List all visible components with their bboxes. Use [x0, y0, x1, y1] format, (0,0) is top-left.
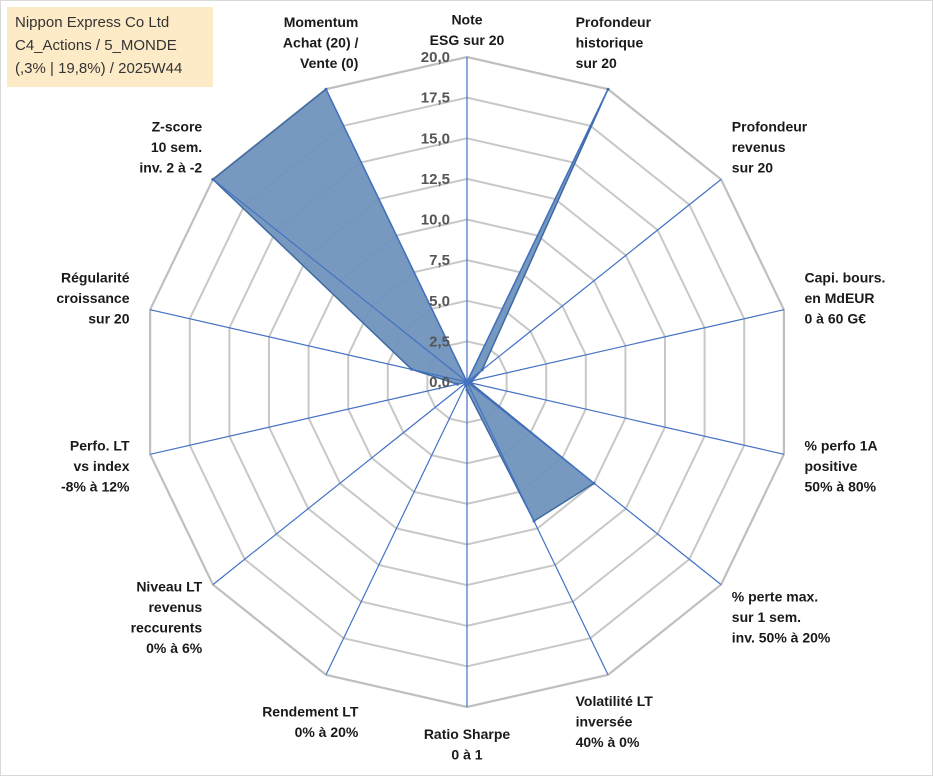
category-label: Niveau LT revenus reccurents 0% à 6%: [131, 578, 203, 656]
tick-label: 15,0: [421, 130, 450, 147]
axis-spoke: [325, 381, 468, 676]
category-label-line: % perte max.: [732, 589, 818, 605]
category-label: Note ESG sur 20: [430, 12, 505, 49]
category-label-line: 0 à 60 G€: [805, 311, 867, 327]
category-label-line: Niveau LT: [136, 578, 202, 594]
radar-category-labels: Note ESG sur 20 Profondeur historique sur 20…: [56, 12, 885, 763]
category-label-line: Vente (0): [300, 55, 358, 71]
tick-label: 17,5: [421, 90, 450, 107]
category-label-line: sur 20: [576, 55, 617, 71]
category-label-line: sur 1 sem.: [732, 609, 801, 625]
category-label-line: inv. 50% à 20%: [732, 630, 831, 646]
category-label-line: inv. 2 à -2: [139, 159, 202, 175]
tick-label: 20,0: [421, 49, 450, 66]
axis-spoke: [149, 381, 468, 455]
category-label: % perte max. sur 1 sem. inv. 50% à 20%: [732, 589, 831, 646]
category-label-line: Régularité: [61, 270, 130, 286]
axis-spoke: [466, 88, 609, 383]
category-label-line: positive: [805, 458, 858, 474]
category-label-line: Perfo. LT: [70, 437, 130, 453]
category-label-line: vs index: [73, 458, 129, 474]
category-label-line: Note: [451, 12, 482, 28]
category-label-line: Z-score: [152, 118, 203, 134]
category-label-line: Profondeur: [732, 118, 808, 134]
axis-spoke: [466, 381, 785, 455]
category-label-line: % perfo 1A: [805, 437, 878, 453]
category-label: Régularité croissance sur 20: [56, 270, 129, 327]
category-label-line: en MdEUR: [805, 290, 875, 306]
category-label: Ratio Sharpe 0 à 1: [424, 726, 511, 763]
category-label-line: Volatilité LT: [576, 693, 654, 709]
category-label-line: sur 20: [732, 159, 773, 175]
category-label: Momentum Achat (20) / Vente (0): [283, 14, 359, 71]
category-label-line: Capi. bours.: [805, 270, 886, 286]
axis-spoke: [212, 178, 468, 383]
company-name: Nippon Express Co Ltd: [15, 14, 170, 31]
category-label-line: -8% à 12%: [61, 478, 130, 494]
axis-spoke: [466, 381, 722, 586]
series-area: [211, 88, 609, 523]
category-label-line: 0% à 20%: [295, 724, 359, 740]
radar-series: [211, 87, 610, 523]
category-label-line: sur 20: [88, 311, 129, 327]
tick-label: 2,5: [429, 333, 450, 350]
tick-label: 7,5: [429, 252, 450, 269]
category-label-line: 0% à 6%: [146, 640, 203, 656]
category-label-line: revenus: [732, 139, 786, 155]
category-label-line: ESG sur 20: [430, 32, 505, 48]
category-label-line: inversée: [576, 714, 633, 730]
category-label-line: historique: [576, 34, 644, 50]
axis-spoke: [149, 309, 468, 383]
category-label: Profondeur historique sur 20: [576, 14, 652, 71]
category-label-line: Ratio Sharpe: [424, 726, 511, 742]
category-label: Capi. bours. en MdEUR 0 à 60 G€: [805, 270, 886, 327]
category-label-line: croissance: [56, 290, 129, 306]
axis-spoke: [325, 88, 468, 383]
category-label: Z-score 10 sem. inv. 2 à -2: [139, 118, 202, 175]
category-label-line: 10 sem.: [151, 139, 202, 155]
category-label: Profondeur revenus sur 20: [732, 118, 808, 175]
category-label-line: 0 à 1: [451, 747, 482, 763]
tick-label: 0,0: [429, 374, 450, 391]
category-label: Volatilité LT inversée 40% à 0%: [576, 693, 654, 750]
category-label: Rendement LT 0% à 20%: [262, 703, 359, 740]
info-box: Nippon Express Co Ltd C4_Actions / 5_MON…: [7, 7, 213, 87]
axis-spoke: [466, 309, 785, 383]
axis-spoke: [466, 178, 722, 383]
category-label-line: 50% à 80%: [805, 478, 877, 494]
category-label: % perfo 1A positive 50% à 80%: [805, 437, 878, 494]
performance-stats: (,3% | 19,8%) / 2025W44: [15, 60, 183, 77]
category-label-line: reccurents: [131, 619, 203, 635]
radar-tick-labels: 0,0 2,5 5,0 7,5 10,0 12,5 15,0 17,5 20,0: [421, 49, 450, 391]
axis-spoke: [466, 381, 609, 676]
tick-label: 10,0: [421, 212, 450, 229]
category-label-line: Rendement LT: [262, 703, 359, 719]
tick-label: 5,0: [429, 293, 450, 310]
portfolio-name: C4_Actions / 5_MONDE: [15, 37, 177, 54]
category-label-line: revenus: [148, 599, 202, 615]
radar-spokes: [149, 57, 785, 707]
category-label-line: Achat (20) /: [283, 34, 359, 50]
category-label-line: Profondeur: [576, 14, 652, 30]
category-label-line: 40% à 0%: [576, 734, 640, 750]
axis-spoke: [212, 381, 468, 586]
tick-label: 12,5: [421, 171, 450, 188]
category-label-line: Momentum: [284, 14, 359, 30]
category-label: Perfo. LT vs index -8% à 12%: [61, 437, 130, 494]
